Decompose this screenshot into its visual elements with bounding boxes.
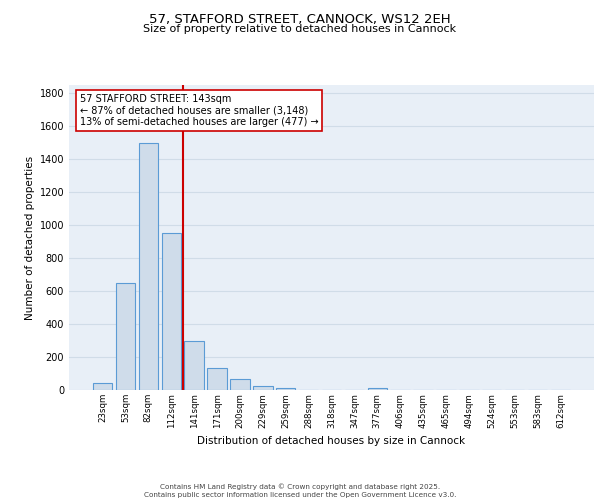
Text: 57, STAFFORD STREET, CANNOCK, WS12 2EH: 57, STAFFORD STREET, CANNOCK, WS12 2EH <box>149 12 451 26</box>
Bar <box>368 388 387 390</box>
Bar <box>116 283 135 390</box>
Bar <box>184 342 204 390</box>
Bar <box>139 142 158 390</box>
Bar <box>253 386 272 390</box>
Bar <box>230 380 250 390</box>
Text: 57 STAFFORD STREET: 143sqm
← 87% of detached houses are smaller (3,148)
13% of s: 57 STAFFORD STREET: 143sqm ← 87% of deta… <box>79 94 318 128</box>
Text: Contains HM Land Registry data © Crown copyright and database right 2025.
Contai: Contains HM Land Registry data © Crown c… <box>144 484 456 498</box>
Bar <box>276 388 295 390</box>
Bar <box>208 368 227 390</box>
Bar <box>161 234 181 390</box>
Text: Size of property relative to detached houses in Cannock: Size of property relative to detached ho… <box>143 24 457 34</box>
Bar <box>93 382 112 390</box>
Y-axis label: Number of detached properties: Number of detached properties <box>25 156 35 320</box>
X-axis label: Distribution of detached houses by size in Cannock: Distribution of detached houses by size … <box>197 436 466 446</box>
